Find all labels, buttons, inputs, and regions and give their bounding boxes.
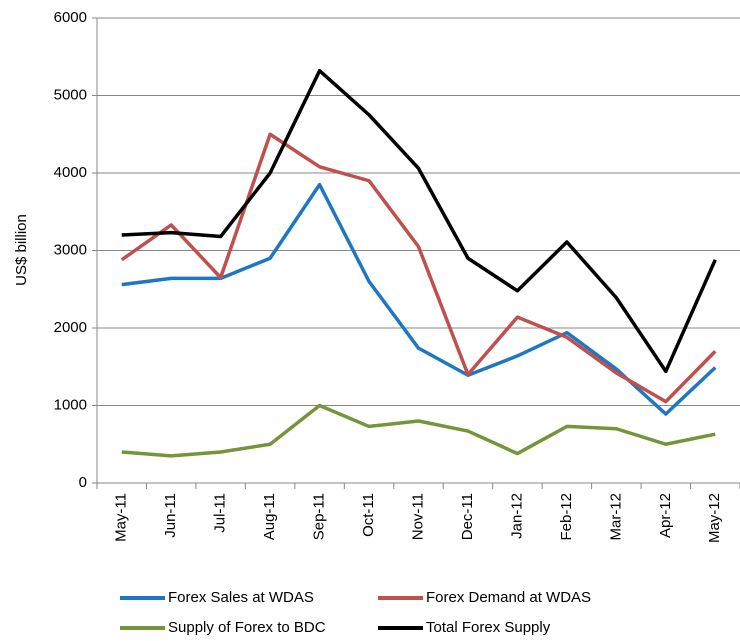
x-tick-label: Oct-11 [360, 493, 377, 537]
series-line [121, 403, 716, 458]
x-tick-label: Jul-11 [212, 493, 229, 533]
legend-label: Forex Demand at WDAS [426, 589, 591, 606]
x-tick-label: Dec-11 [459, 493, 476, 540]
x-tick-label: Jun-11 [162, 493, 179, 538]
x-tick-label: Aug-11 [261, 493, 278, 540]
x-tick-label: Feb-12 [558, 493, 575, 541]
y-tick-label: 5000 [54, 86, 87, 103]
x-tick-label: Apr-12 [657, 493, 674, 538]
y-tick-label: 6000 [54, 9, 87, 26]
x-tick-label: May-11 [113, 493, 130, 542]
y-tick-label: 2000 [54, 319, 87, 336]
legend-label: Forex Sales at WDAS [168, 589, 314, 606]
y-tick-label: 3000 [54, 241, 87, 258]
x-tick-label: Sep-11 [311, 493, 328, 540]
y-tick-label: 1000 [54, 396, 87, 413]
y-tick-label: 0 [79, 474, 87, 491]
series-line [120, 132, 717, 404]
series-line [121, 68, 717, 374]
y-tick-label: 4000 [54, 164, 87, 181]
x-tick-label: Mar-12 [607, 493, 624, 541]
legend-label: Total Forex Supply [426, 619, 551, 636]
x-tick-label: Jan-12 [508, 493, 525, 539]
x-tick-label: Nov-11 [409, 493, 426, 540]
legend-label: Supply of Forex to BDC [168, 619, 326, 636]
y-axis-label: US$ billion [13, 214, 30, 286]
x-tick-label: May-12 [706, 493, 723, 543]
